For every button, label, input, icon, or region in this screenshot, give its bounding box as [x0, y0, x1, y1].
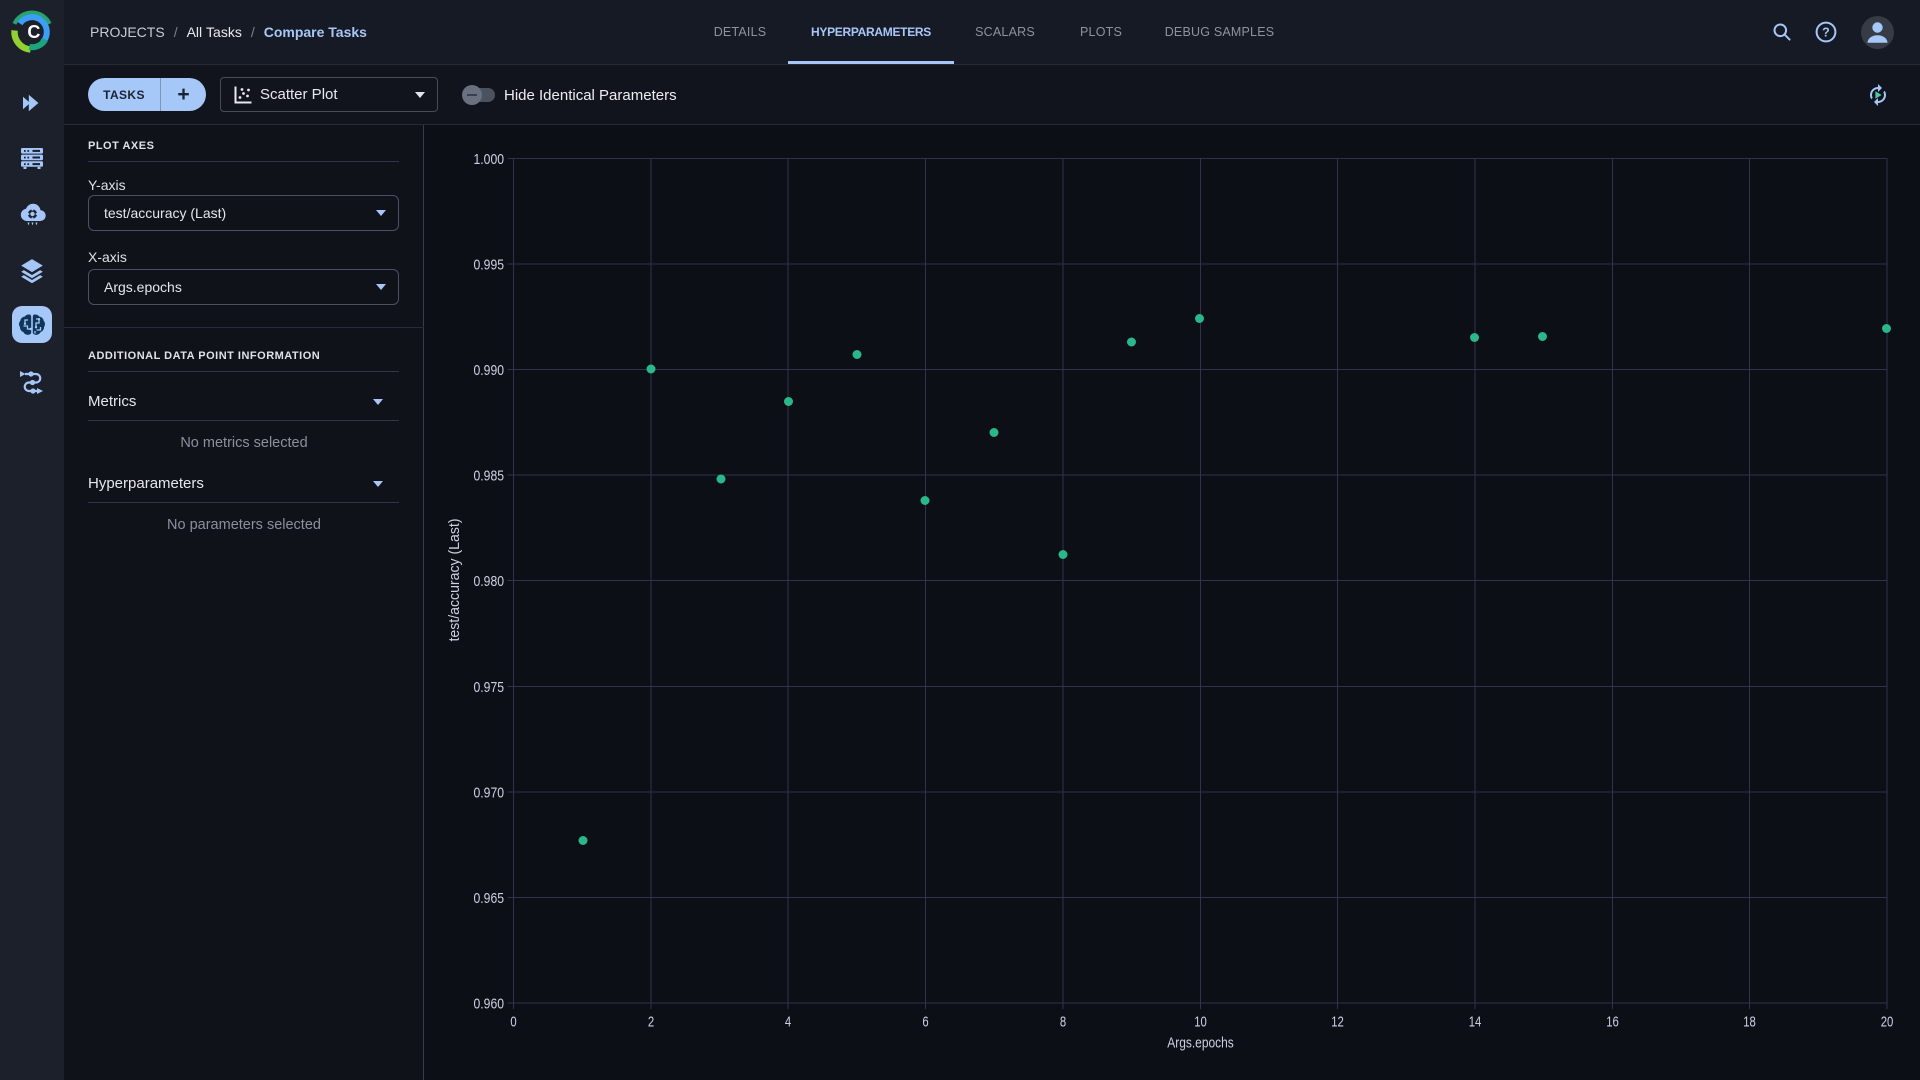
svg-text:20: 20: [1881, 1013, 1894, 1030]
svg-text:?: ?: [1822, 26, 1830, 40]
svg-text:0: 0: [510, 1013, 516, 1030]
svg-text:0.980: 0.980: [474, 573, 505, 590]
svg-text:0.985: 0.985: [474, 467, 505, 484]
svg-text:0.965: 0.965: [474, 890, 505, 907]
svg-text:10: 10: [1194, 1013, 1207, 1030]
svg-text:6: 6: [922, 1013, 928, 1030]
svg-text:2: 2: [648, 1013, 654, 1030]
svg-text:16: 16: [1606, 1013, 1619, 1030]
svg-text:12: 12: [1331, 1013, 1344, 1030]
svg-text:Args.epochs: Args.epochs: [1167, 1034, 1234, 1051]
svg-text:0.975: 0.975: [474, 679, 505, 696]
svg-text:C: C: [27, 22, 40, 42]
svg-text:0.970: 0.970: [474, 784, 505, 801]
svg-text:0.960: 0.960: [474, 995, 505, 1012]
svg-text:test/accuracy (Last): test/accuracy (Last): [446, 519, 463, 642]
svg-text:8: 8: [1060, 1013, 1066, 1030]
svg-text:1.000: 1.000: [474, 151, 505, 168]
svg-text:0.995: 0.995: [474, 256, 505, 273]
svg-text:4: 4: [785, 1013, 791, 1030]
svg-text:14: 14: [1469, 1013, 1482, 1030]
svg-text:0.990: 0.990: [474, 362, 505, 379]
svg-text:18: 18: [1743, 1013, 1756, 1030]
